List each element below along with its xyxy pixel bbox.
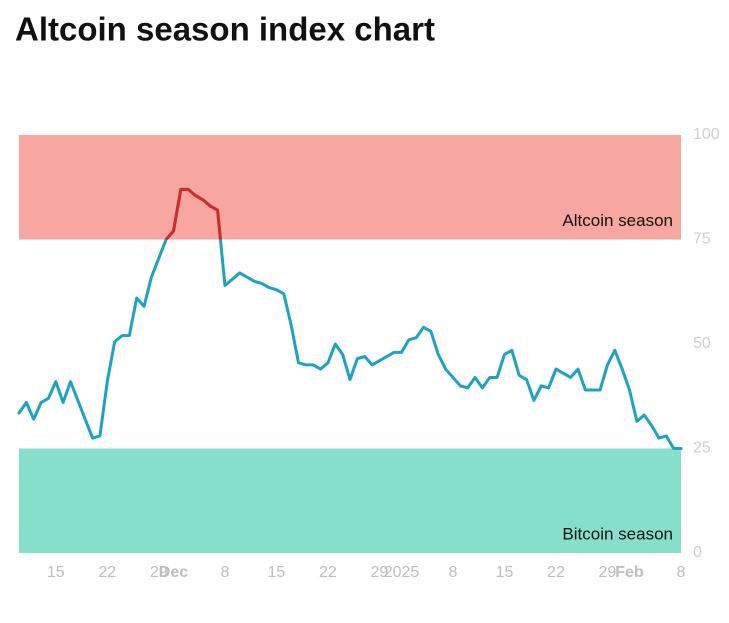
x-tick-label: 29 bbox=[371, 564, 389, 581]
line bbox=[17, 187, 683, 450]
band bbox=[19, 135, 681, 240]
band bbox=[19, 448, 681, 553]
x-tick-label: 15 bbox=[268, 564, 286, 581]
band-label: Bitcoin season bbox=[562, 524, 673, 543]
y-tick-label: 100 bbox=[693, 126, 720, 143]
band-label: Altcoin season bbox=[562, 211, 673, 230]
x-tick-label: 22 bbox=[547, 564, 565, 581]
x-tick-label: 22 bbox=[319, 564, 337, 581]
x-tick-label: 8 bbox=[677, 564, 686, 581]
x-tick-label: 15 bbox=[47, 564, 65, 581]
chart-title: Altcoin season index chart bbox=[15, 11, 435, 48]
x-tick-label: 22 bbox=[98, 564, 116, 581]
x-tick-label: 29 bbox=[150, 564, 168, 581]
x-tick-label: Feb bbox=[615, 564, 644, 581]
x-tick-label: 2025 bbox=[384, 564, 420, 581]
y-tick-label: 75 bbox=[693, 231, 711, 248]
x-tick-label: 15 bbox=[496, 564, 514, 581]
y-tick-label: 25 bbox=[693, 440, 711, 457]
y-tick-label: 0 bbox=[693, 544, 702, 561]
x-tick-label: 8 bbox=[221, 564, 230, 581]
y-tick-label: 50 bbox=[693, 335, 711, 352]
x-tick-label: 29 bbox=[599, 564, 617, 581]
x-tick-label: Dec bbox=[159, 564, 188, 581]
x-tick-label: 8 bbox=[449, 564, 458, 581]
